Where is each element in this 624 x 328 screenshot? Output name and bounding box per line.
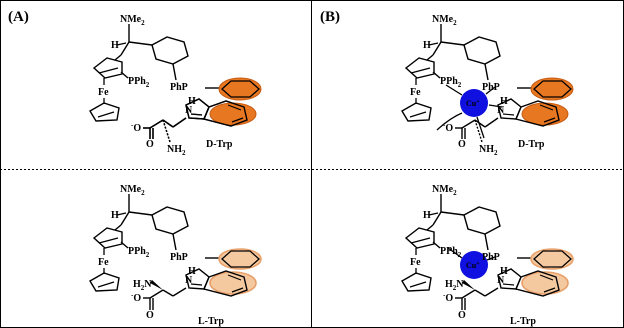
svg-text:PhP: PhP	[482, 252, 500, 263]
svg-text:NH2: NH2	[479, 144, 498, 157]
copper-ion	[460, 89, 488, 117]
svg-text:O: O	[146, 139, 154, 150]
quadrant-a-l-trp	[89, 193, 262, 292]
d-trp-label-a: D-Trp	[206, 139, 233, 150]
labels-q3: NMe2 H Fe PPh2 PhP H N H2N -O O L-Trp	[98, 184, 224, 327]
indole-highlight-light	[209, 271, 257, 295]
svg-text:H: H	[188, 96, 196, 107]
svg-text:NMe2: NMe2	[432, 184, 457, 197]
svg-text:N: N	[497, 105, 505, 116]
l-trp-label-b: L-Trp	[510, 316, 536, 327]
svg-text:PhP: PhP	[482, 82, 500, 93]
svg-text:H: H	[500, 96, 508, 107]
phenyl-highlight	[218, 77, 262, 101]
svg-text:-O: -O	[131, 291, 141, 304]
svg-text:PPh2: PPh2	[440, 76, 462, 89]
svg-text:O: O	[458, 139, 466, 150]
svg-text:PPh2: PPh2	[128, 76, 150, 89]
quadrant-b-l-trp	[401, 193, 574, 292]
svg-text:H2N: H2N	[133, 279, 152, 292]
svg-text:H: H	[111, 40, 119, 51]
svg-text:H: H	[188, 266, 196, 277]
labels-q1: NMe2 H Fe PPh2 PhP H N -O O NH2 D-Trp	[98, 14, 233, 157]
svg-text:O: O	[146, 310, 154, 321]
svg-text:Fe: Fe	[98, 87, 109, 98]
svg-text:NMe2: NMe2	[120, 14, 145, 27]
d-trp-label-b: D-Trp	[518, 139, 545, 150]
svg-text:H: H	[423, 40, 431, 51]
svg-text:O: O	[458, 310, 466, 321]
svg-text:PhP: PhP	[170, 252, 188, 263]
svg-text:PPh2: PPh2	[128, 246, 150, 259]
svg-text:NH2: NH2	[167, 144, 186, 157]
panel-label-a: (A)	[8, 9, 29, 25]
panel-label-b: (B)	[320, 9, 340, 25]
svg-text:H: H	[423, 210, 431, 221]
labels-q2: NMe2 H Fe PPh2 PhP H N -O O NH2 Cu+ D-Tr…	[410, 14, 545, 157]
copper-label-l: Cu+	[466, 261, 480, 270]
svg-text:N: N	[185, 275, 193, 286]
quadrant-b-d-trp	[401, 23, 574, 143]
svg-text:H2N: H2N	[445, 279, 464, 292]
svg-text:NMe2: NMe2	[432, 14, 457, 27]
svg-text:Fe: Fe	[410, 87, 421, 98]
svg-text:N: N	[497, 275, 505, 286]
svg-text:PhP: PhP	[170, 82, 188, 93]
svg-text:PPh2: PPh2	[440, 246, 462, 259]
phenyl-highlight-light	[218, 248, 262, 270]
svg-text:H: H	[500, 266, 508, 277]
svg-text:H: H	[111, 210, 119, 221]
svg-text:-O: -O	[443, 121, 453, 134]
svg-text:-O: -O	[443, 291, 453, 304]
svg-text:NMe2: NMe2	[120, 184, 145, 197]
quadrant-a-d-trp	[89, 23, 262, 143]
svg-text:-O: -O	[131, 121, 141, 134]
copper-label: Cu+	[466, 99, 480, 108]
svg-text:N: N	[185, 105, 193, 116]
svg-text:Fe: Fe	[410, 257, 421, 268]
l-trp-label-a: L-Trp	[198, 316, 224, 327]
svg-text:Fe: Fe	[98, 257, 109, 268]
labels-q4: NMe2 H Fe PPh2 PhP H N H2N -O O Cu+ L-Tr…	[410, 184, 536, 327]
